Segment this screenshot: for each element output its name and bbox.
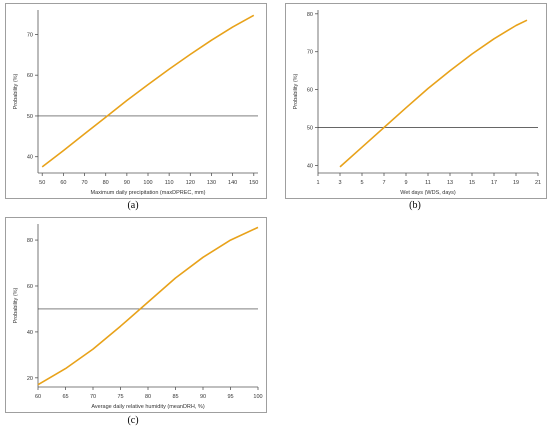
x-tick-label: 9 bbox=[404, 180, 407, 186]
chart-panel-c: 60 65 70 75 80 85 90 95 100 20 40 60 80 Average daily… bbox=[5, 217, 267, 418]
x-tick-label: 21 bbox=[535, 180, 541, 186]
y-tick-label: 40 bbox=[307, 163, 313, 169]
y-tick-label: 40 bbox=[27, 330, 33, 336]
panel-caption-c: (c) bbox=[127, 415, 139, 426]
y-axis-label: Probability (%) bbox=[13, 73, 19, 109]
y-tick-label: 60 bbox=[27, 73, 33, 79]
y-tick-label: 50 bbox=[27, 114, 33, 120]
x-tick-label: 3 bbox=[338, 180, 341, 186]
x-tick-label: 75 bbox=[117, 394, 123, 400]
x-tick-label: 90 bbox=[200, 394, 206, 400]
x-tick-label: 130 bbox=[207, 180, 216, 186]
x-tick-label: 11 bbox=[425, 180, 431, 186]
chart-panel-b: 1 3 5 7 9 11 13 15 17 19 21 40 50 60 70 80 Wet days (WDS… bbox=[285, 3, 547, 204]
y-tick-label: 80 bbox=[27, 238, 33, 244]
y-tick-label: 60 bbox=[27, 284, 33, 290]
chart-a-svg: 50 60 70 80 90 100 110 120 130 140 150 40 50 60 70 Maxi… bbox=[5, 3, 267, 199]
chart-c-svg: 60 65 70 75 80 85 90 95 100 20 40 60 80 Average daily… bbox=[5, 217, 267, 413]
y-tick-label: 20 bbox=[27, 376, 33, 382]
x-tick-label: 17 bbox=[491, 180, 497, 186]
x-tick-label: 140 bbox=[228, 180, 237, 186]
panel-caption-a: (a) bbox=[127, 200, 139, 211]
panel-caption-b: (b) bbox=[409, 200, 421, 211]
x-tick-label: 90 bbox=[124, 180, 130, 186]
panel-frame bbox=[285, 3, 547, 199]
x-tick-label: 7 bbox=[382, 180, 385, 186]
y-tick-label: 70 bbox=[27, 32, 33, 38]
y-tick-label: 80 bbox=[307, 12, 313, 18]
x-axis-label: Wet days (WDS, days) bbox=[400, 190, 456, 196]
x-tick-label: 1 bbox=[316, 180, 319, 186]
x-tick-label: 15 bbox=[469, 180, 475, 186]
x-tick-label: 100 bbox=[143, 180, 152, 186]
chart-panel-a: 50 60 70 80 90 100 110 120 130 140 150 40 50 60 70 Maxi… bbox=[5, 3, 267, 204]
x-tick-label: 5 bbox=[360, 180, 363, 186]
y-axis-label: Probability (%) bbox=[13, 287, 19, 323]
x-tick-label: 60 bbox=[60, 180, 66, 186]
y-tick-label: 70 bbox=[307, 50, 313, 56]
probability-curve bbox=[339, 19, 528, 168]
x-tick-label: 95 bbox=[227, 394, 233, 400]
probability-curve bbox=[41, 14, 255, 168]
x-axis-label: Average daily relative humidity (meanDRH… bbox=[91, 404, 204, 410]
x-tick-label: 120 bbox=[186, 180, 195, 186]
panel-frame bbox=[5, 217, 267, 413]
x-tick-label: 150 bbox=[249, 180, 258, 186]
y-tick-label: 50 bbox=[307, 126, 313, 132]
y-axis-label: Probability (%) bbox=[293, 73, 299, 109]
y-tick-label: 60 bbox=[307, 88, 313, 94]
x-tick-label: 80 bbox=[103, 180, 109, 186]
x-tick-label: 80 bbox=[145, 394, 151, 400]
x-tick-label: 50 bbox=[39, 180, 45, 186]
x-tick-label: 110 bbox=[165, 180, 174, 186]
y-tick-label: 40 bbox=[27, 155, 33, 161]
x-tick-label: 85 bbox=[172, 394, 178, 400]
probability-curve bbox=[37, 226, 259, 386]
x-tick-label: 100 bbox=[253, 394, 262, 400]
x-tick-label: 70 bbox=[81, 180, 87, 186]
x-tick-label: 65 bbox=[62, 394, 68, 400]
x-axis-label: Maximum daily precipitation (maxDPREC, m… bbox=[91, 190, 206, 196]
x-tick-label: 19 bbox=[513, 180, 519, 186]
panel-frame bbox=[5, 3, 267, 199]
x-tick-label: 13 bbox=[447, 180, 453, 186]
x-tick-label: 60 bbox=[35, 394, 41, 400]
x-tick-label: 70 bbox=[90, 394, 96, 400]
